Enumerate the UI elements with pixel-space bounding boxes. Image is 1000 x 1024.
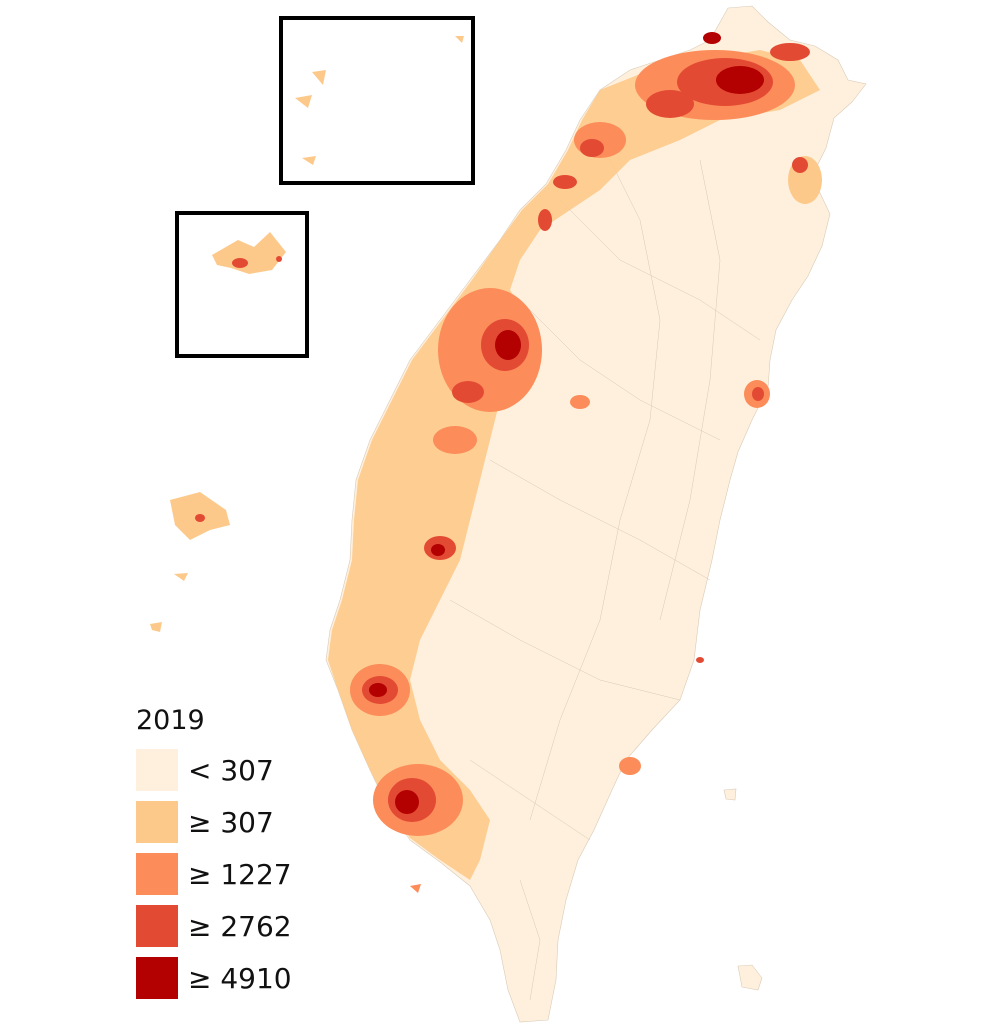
legend-item: ≥ 4910 xyxy=(136,952,292,1004)
legend-item: < 307 xyxy=(136,744,292,796)
legend-label: ≥ 2762 xyxy=(188,909,292,943)
east-coast-towns xyxy=(570,156,822,775)
legend-label: ≥ 307 xyxy=(188,805,274,839)
legend-swatch xyxy=(136,853,178,895)
legend-item: ≥ 1227 xyxy=(136,848,292,900)
legend-swatch xyxy=(136,801,178,843)
legend-label: ≥ 1227 xyxy=(188,857,292,891)
taichung-metro xyxy=(433,288,542,454)
chiayi-area xyxy=(424,536,456,560)
kaohsiung-metro xyxy=(373,764,463,836)
legend-swatch xyxy=(136,957,178,999)
legend-label: < 307 xyxy=(188,753,274,787)
legend-label: ≥ 4910 xyxy=(188,961,292,995)
tainan-metro xyxy=(350,664,410,716)
map-legend: 2019 < 307 ≥ 307 ≥ 1227 ≥ 2762 ≥ 4910 xyxy=(136,704,292,1004)
legend-item: ≥ 2762 xyxy=(136,900,292,952)
legend-title: 2019 xyxy=(136,705,205,736)
taoyuan-hsinchu xyxy=(538,122,626,231)
legend-rows: < 307 ≥ 307 ≥ 1227 ≥ 2762 ≥ 4910 xyxy=(136,744,292,1004)
kinmen-inset-frame xyxy=(175,211,309,358)
district-boundaries xyxy=(449,139,761,1001)
taipei-metro xyxy=(635,32,810,120)
outlying-islands xyxy=(150,36,763,991)
western-plain-density xyxy=(328,50,820,880)
matsu-inset-frame xyxy=(279,16,475,185)
legend-swatch xyxy=(136,905,178,947)
legend-swatch xyxy=(136,749,178,791)
legend-item: ≥ 307 xyxy=(136,796,292,848)
